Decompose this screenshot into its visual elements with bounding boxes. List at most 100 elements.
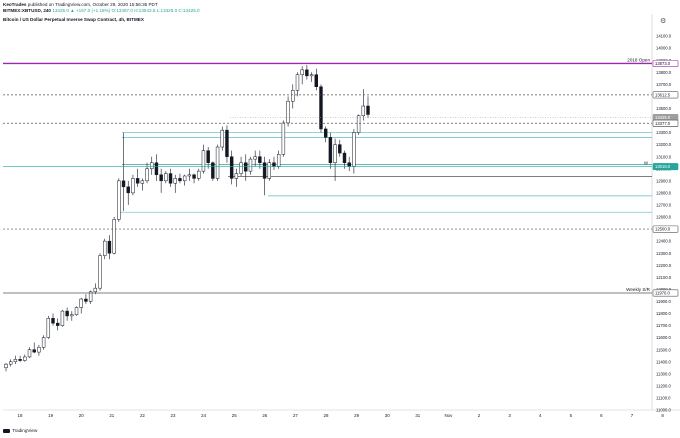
gear-icon[interactable]: ⚙ [660, 18, 667, 25]
y-tick-label: 13100.0 [656, 154, 672, 159]
candle-body [13, 359, 18, 362]
x-tick-label: 2 [478, 413, 481, 418]
candle-body [239, 162, 243, 174]
candle-body [117, 180, 121, 220]
candle-body [93, 287, 98, 293]
candle-body [323, 128, 328, 138]
candle-body [300, 69, 304, 75]
candle-body [286, 100, 290, 124]
candle-body [352, 132, 356, 167]
candle-body [74, 307, 79, 315]
x-tick-label: 24 [201, 413, 206, 418]
x-tick-label: 18 [18, 413, 23, 418]
y-tick-label: 13800.0 [656, 70, 672, 75]
candle-body [150, 162, 154, 169]
y-tick-label: 11300.0 [656, 371, 671, 376]
candle-body [281, 122, 286, 155]
price-tag-box [652, 59, 679, 67]
x-tick-label: 4 [539, 413, 542, 418]
symbol-info: BITMEX:XBTUSD, 240 13425.0 ▲ +157.0 (+1.… [3, 8, 200, 13]
candle-body [338, 144, 342, 154]
publish-date: published on TradingView.com, October 29… [27, 2, 158, 7]
x-tick-label: 3 [508, 413, 511, 418]
candle-body [220, 129, 224, 148]
candle-body [41, 337, 46, 348]
candle-body [56, 322, 60, 326]
x-tick-label: 31 [415, 413, 420, 418]
y-tick-label: 11200.0 [656, 383, 671, 388]
chart-header: KeoTrades published on TradingView.com, … [0, 0, 680, 14]
price-tag-label: 13425.0 [655, 115, 671, 120]
x-tick-label: 6 [600, 413, 603, 418]
candle-body [206, 150, 210, 163]
candle-body [305, 69, 309, 77]
y-tick-label: 13200.0 [656, 142, 672, 147]
candle-body [182, 175, 187, 182]
candle-body [79, 298, 83, 308]
candle-body [37, 347, 41, 353]
y-tick-label: 13500.0 [656, 106, 672, 111]
candle-body [8, 361, 13, 365]
price-tag-label: 11970.0 [655, 291, 670, 296]
candle-body [319, 86, 323, 130]
candle-body [291, 90, 295, 102]
candle-body [211, 162, 215, 179]
x-tick-label: 7 [631, 413, 634, 418]
candle-body [197, 170, 201, 179]
candle-body [112, 219, 116, 254]
author-name[interactable]: KeoTrades [3, 2, 27, 7]
y-tick-label: 11600.0 [656, 335, 671, 340]
time-axis[interactable]: 18 19 20 21 22 23 24 25 26 27 28 29 30 31 Nov 2 3 4 5 6 7 8 [18, 413, 665, 418]
candle-body [295, 74, 300, 91]
candle-body [347, 162, 351, 167]
candle-body [27, 349, 32, 358]
symbol-label[interactable]: BITMEX:XBTUSD, 240 [3, 8, 51, 13]
candle-body [201, 150, 206, 172]
price-tag-label: 13873.0 [655, 61, 671, 66]
candle-body [168, 173, 173, 184]
candle-body [253, 156, 257, 160]
candle-body [276, 154, 281, 167]
candle-body [361, 105, 366, 116]
candle-body [164, 173, 168, 182]
y-tick-label: 12300.0 [656, 251, 672, 256]
price-axis[interactable]: 11000.0 11100.0 11200.0 11300.0 11400.0 11500… [656, 34, 672, 413]
candle-body [328, 137, 333, 163]
candle-body [173, 178, 177, 184]
candle-body [333, 144, 337, 163]
y-tick-label: 11900.0 [656, 299, 671, 304]
y-tick-label: 12800.0 [656, 190, 672, 195]
candle-body [267, 162, 271, 179]
candle-body [229, 156, 234, 179]
y-tick-label: 12400.0 [656, 239, 672, 244]
y-tick-label: 13700.0 [656, 82, 672, 87]
y-tick-label: 11700.0 [656, 323, 671, 328]
x-tick-label: 29 [354, 413, 359, 418]
x-tick-label: 8 [661, 413, 664, 418]
price-tag-box [652, 225, 679, 233]
candle-body [272, 162, 276, 167]
x-tick-label: 26 [262, 413, 267, 418]
x-tick-label: Nov [444, 413, 453, 418]
candle-body [18, 359, 22, 361]
y-tick-label: 11000.0 [656, 408, 671, 413]
candle-body [32, 349, 36, 353]
y-tick-label: 11500.0 [656, 347, 671, 352]
tradingview-logo-icon [3, 428, 10, 433]
price-tag-box [652, 91, 679, 99]
y-tick-label: 12200.0 [656, 263, 672, 268]
candle-body [131, 178, 135, 194]
y-tick-label: 14100.0 [656, 34, 672, 39]
candle-body [46, 318, 51, 338]
price-tag-label: 12500.0 [655, 227, 671, 232]
candle-body [309, 74, 314, 77]
y-tick-label: 12600.0 [656, 215, 672, 220]
x-tick-label: 21 [109, 413, 114, 418]
candle-body [88, 291, 93, 302]
x-tick-label: 25 [232, 413, 237, 418]
y-tick-label: 11800.0 [656, 311, 671, 316]
candle-body [342, 152, 347, 163]
x-tick-label: 22 [140, 413, 145, 418]
